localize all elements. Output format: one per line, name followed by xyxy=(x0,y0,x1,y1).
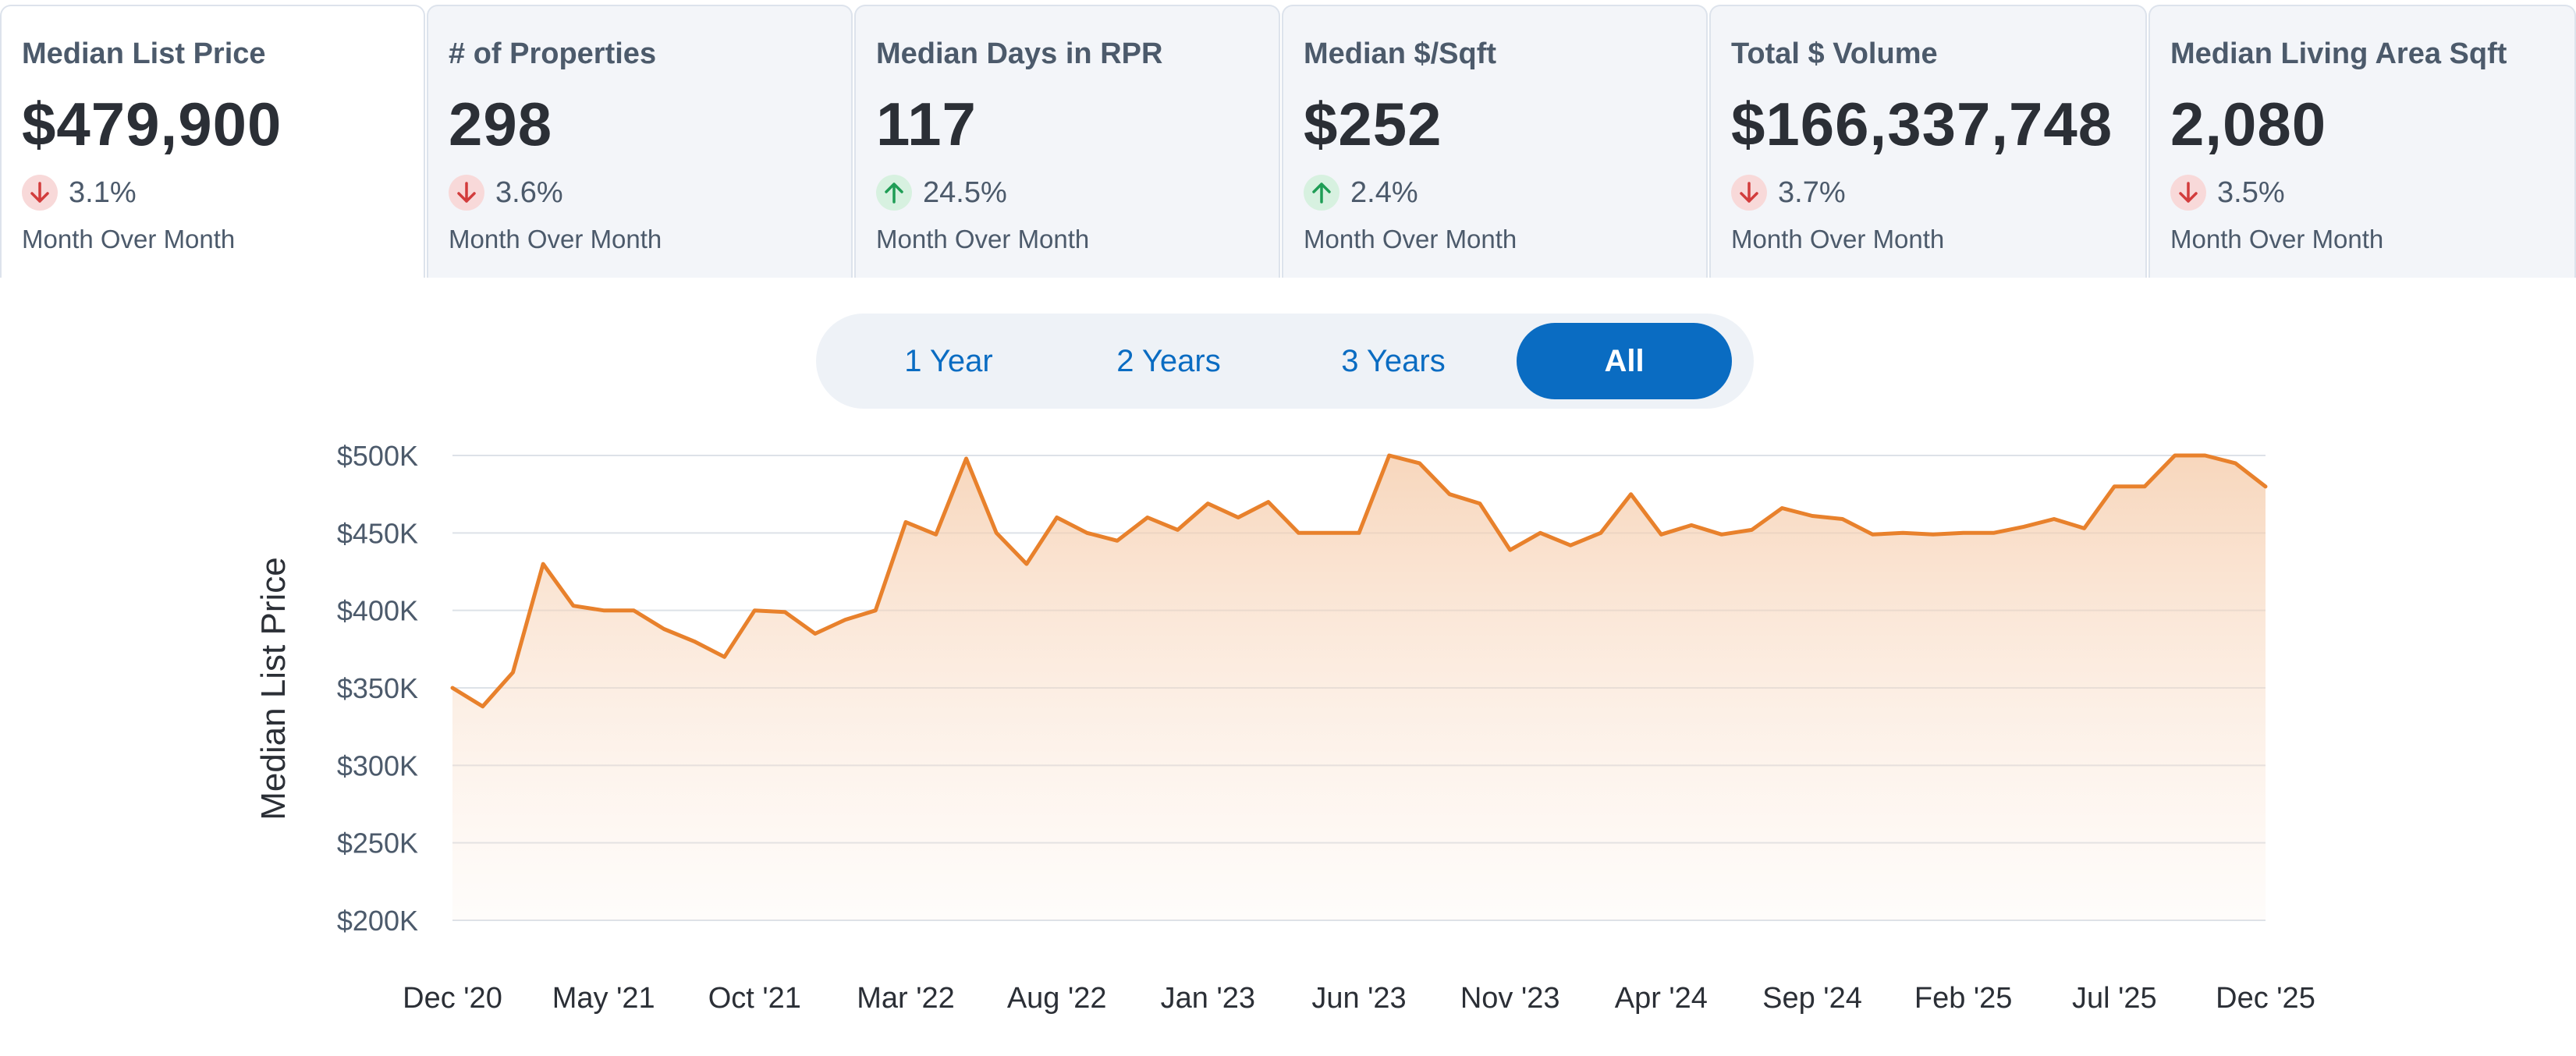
metric-tile-median-price-per-sqft[interactable]: Median $/Sqft $252 2.4% Month Over Month xyxy=(1282,5,1708,278)
metric-change: 3.7% xyxy=(1731,173,1846,212)
median-list-price-chart: $200K $250K $300K $350K $400K $450K $500K Dec … xyxy=(254,440,2315,1015)
x-tick-label: Oct '21 xyxy=(708,982,801,1015)
metric-caption: Month Over Month xyxy=(876,225,1090,253)
y-tick-label: $250K xyxy=(337,827,418,859)
x-tick-label: Dec '25 xyxy=(2216,982,2315,1015)
metric-change-percent: 3.5% xyxy=(2217,175,2285,209)
x-tick-label: Mar '22 xyxy=(857,982,955,1015)
series-area xyxy=(452,455,2266,920)
y-axis-ticks: $200K $250K $300K $350K $400K $450K $500K xyxy=(337,440,418,937)
metric-tile-number-of-properties[interactable]: # of Properties 298 3.6% Month Over Mont… xyxy=(427,5,853,278)
x-tick-label: Jun '23 xyxy=(1311,982,1406,1015)
metric-value: $252 xyxy=(1304,90,1442,158)
y-tick-label: $300K xyxy=(337,749,418,781)
metric-change: 3.5% xyxy=(2170,173,2285,212)
metric-change: 3.6% xyxy=(449,173,563,212)
x-tick-label: Apr '24 xyxy=(1615,982,1708,1015)
metric-change-percent: 3.1% xyxy=(69,175,137,209)
metric-caption: Month Over Month xyxy=(22,225,236,253)
metric-tiles: Median List Price $479,900 3.1% Month Ov… xyxy=(0,5,2576,278)
range-button-all[interactable]: All xyxy=(1517,323,1732,399)
metric-change: 2.4% xyxy=(1304,173,1418,212)
metric-caption: Month Over Month xyxy=(449,225,662,253)
range-button-1-year[interactable]: 1 Year xyxy=(861,323,1036,399)
time-range-selector: 1 Year 2 Years 3 Years All xyxy=(816,314,1754,409)
arrow-up-icon xyxy=(876,175,912,211)
y-tick-label: $350K xyxy=(337,672,418,704)
range-button-2-years[interactable]: 2 Years xyxy=(1081,323,1256,399)
x-tick-label: Jul '25 xyxy=(2072,982,2157,1015)
metric-label: Total $ Volume xyxy=(1731,37,1938,70)
x-tick-label: Aug '22 xyxy=(1007,982,1107,1015)
arrow-down-icon xyxy=(2170,175,2206,211)
series-line xyxy=(450,453,2268,709)
metric-change-percent: 3.6% xyxy=(495,175,563,209)
metric-caption: Month Over Month xyxy=(1304,225,1517,253)
x-tick-label: Jan '23 xyxy=(1161,982,1255,1015)
metric-caption: Month Over Month xyxy=(2170,225,2384,253)
y-tick-label: $500K xyxy=(337,440,418,472)
arrow-down-icon xyxy=(22,175,58,211)
metric-change-percent: 3.7% xyxy=(1778,175,1846,209)
arrow-down-icon xyxy=(449,175,484,211)
metric-tile-median-days-in-rpr[interactable]: Median Days in RPR 117 24.5% Month Over … xyxy=(854,5,1280,278)
metric-label: Median Days in RPR xyxy=(876,37,1163,70)
arrow-up-icon xyxy=(1304,175,1339,211)
x-tick-label: May '21 xyxy=(552,982,655,1015)
x-axis-ticks: Dec '20 May '21 Oct '21 Mar '22 Aug '22 Jan '… xyxy=(403,982,2315,1015)
metric-tile-median-living-area-sqft[interactable]: Median Living Area Sqft 2,080 3.5% Month… xyxy=(2148,5,2576,278)
x-tick-label: Dec '20 xyxy=(403,982,502,1015)
x-tick-label: Feb '25 xyxy=(1914,982,2013,1015)
y-tick-label: $450K xyxy=(337,517,418,549)
range-button-3-years[interactable]: 3 Years xyxy=(1306,323,1481,399)
metric-label: # of Properties xyxy=(449,37,657,70)
metric-tile-median-list-price[interactable]: Median List Price $479,900 3.1% Month Ov… xyxy=(0,5,425,278)
x-tick-label: Sep '24 xyxy=(1762,982,1862,1015)
metric-change-percent: 2.4% xyxy=(1350,175,1418,209)
y-tick-label: $400K xyxy=(337,595,418,627)
metric-label: Median $/Sqft xyxy=(1304,37,1497,70)
metric-change-percent: 24.5% xyxy=(923,175,1007,209)
metric-value: 117 xyxy=(876,90,977,158)
metric-change: 3.1% xyxy=(22,173,137,212)
y-axis-title: Median List Price xyxy=(254,557,293,820)
metric-value: $479,900 xyxy=(22,90,282,158)
metric-label: Median List Price xyxy=(22,37,266,70)
arrow-down-icon xyxy=(1731,175,1767,211)
metric-value: $166,337,748 xyxy=(1731,90,2113,158)
metric-caption: Month Over Month xyxy=(1731,225,1945,253)
y-tick-label: $200K xyxy=(337,905,418,937)
metric-label: Median Living Area Sqft xyxy=(2170,37,2507,70)
x-tick-label: Nov '23 xyxy=(1460,982,1560,1015)
metric-tile-total-volume[interactable]: Total $ Volume $166,337,748 3.7% Month O… xyxy=(1709,5,2147,278)
metric-value: 298 xyxy=(449,90,553,158)
metric-change: 24.5% xyxy=(876,173,1007,212)
metric-value: 2,080 xyxy=(2170,90,2327,158)
